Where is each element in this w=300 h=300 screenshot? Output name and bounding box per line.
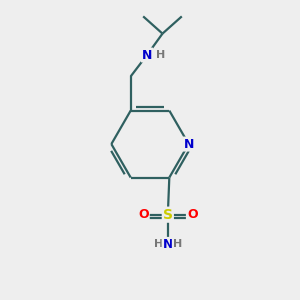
- Text: N: N: [163, 238, 173, 251]
- Text: H: H: [156, 50, 165, 60]
- Text: S: S: [163, 208, 173, 222]
- Text: N: N: [142, 49, 152, 62]
- Text: O: O: [187, 208, 197, 221]
- Text: O: O: [138, 208, 149, 221]
- Text: N: N: [184, 138, 194, 151]
- Text: H: H: [173, 239, 182, 249]
- Text: H: H: [154, 239, 163, 249]
